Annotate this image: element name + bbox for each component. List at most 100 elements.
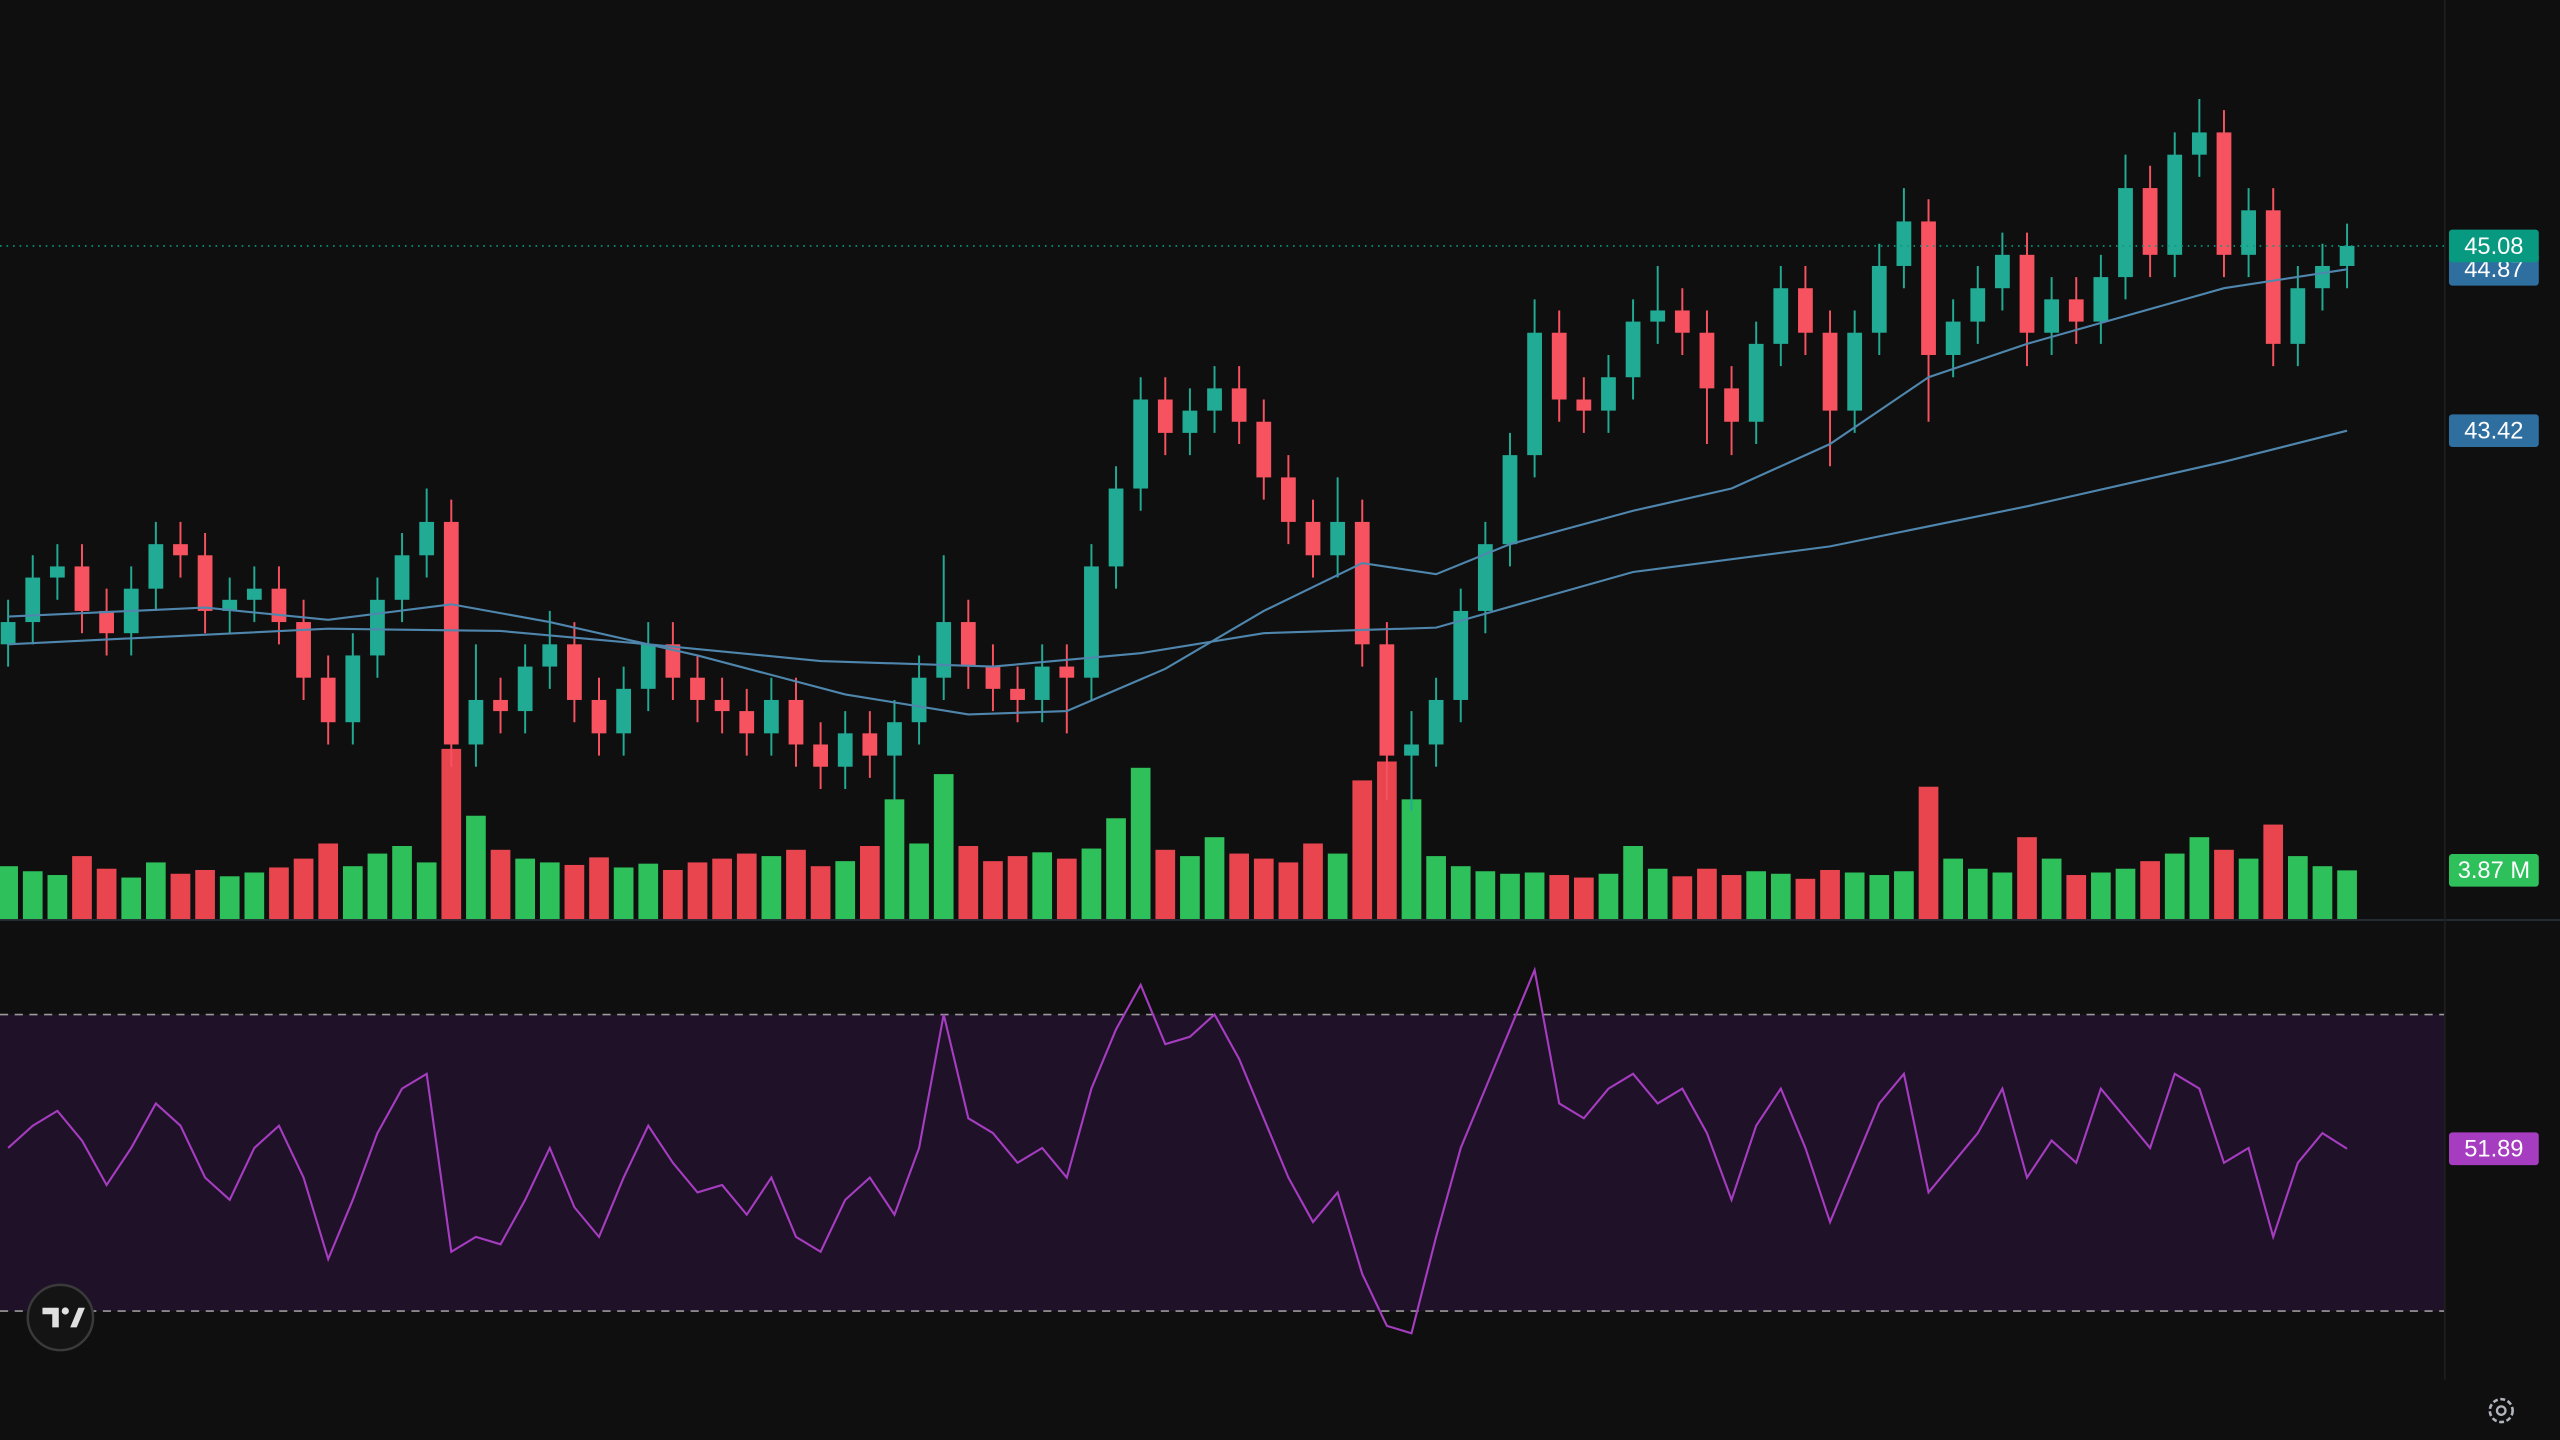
tradingview-logo[interactable] [26,1283,95,1352]
volume-bar [2115,868,2136,920]
volume-bar [933,774,954,920]
volume-bar [786,849,806,920]
candle-body [1010,688,1025,700]
volume-bar [1106,818,1126,920]
volume-bar [1992,872,2013,920]
volume-bar [1032,852,1053,920]
candle-body [2241,210,2256,255]
volume-bar [1647,868,1668,920]
volume-bar [2337,870,2357,920]
volume-badge-bg [2448,854,2539,887]
moving-average-line [8,429,2348,668]
candle-body [222,599,238,611]
candle-body [714,699,730,712]
candle-body [1822,332,1838,411]
candle-body [1674,310,1690,333]
volume-bar [1573,877,1594,920]
volume-bar [1229,853,1250,920]
volume-bar [2312,866,2333,920]
volume-badge: 3.87 M [2458,858,2530,884]
volume-bar [145,862,166,920]
volume-bar [1056,858,1077,920]
candle-body [1133,399,1149,489]
candle-body [1650,310,1666,322]
volume-bar [47,875,68,920]
candle-body [2044,299,2060,333]
candle-body [1871,265,1887,333]
candle-body [690,677,705,700]
volume-bar [810,866,831,920]
volume-bar [515,858,536,920]
volume-bar [736,853,757,920]
volume-bar [2214,849,2234,920]
candle-body [370,599,385,656]
volume-bar [1253,858,1274,920]
candle-body [1798,288,1813,333]
candle-body [2118,188,2133,278]
candle-body [419,521,435,556]
candle-body [1625,321,1641,378]
volume-bar [564,864,585,920]
candle-body [49,566,65,578]
volume-bar [1672,876,1693,920]
volume-bar [589,857,609,920]
rsi-line [7,966,2348,1335]
candle-body [1970,288,1986,322]
candle-body [74,566,90,611]
candle-body [567,644,582,700]
candle-body [2265,210,2281,344]
volume-bar [2017,837,2037,920]
candle-body [960,622,976,667]
candle-body [1945,321,1961,355]
candle-body [2191,132,2207,155]
candle-body [813,744,828,767]
volume-bar [195,869,215,920]
candle-body [1453,610,1469,700]
volume-bar [367,853,388,920]
candle-body [591,699,607,734]
volume-bar [1820,869,1840,920]
candle-body [173,544,188,556]
candle-body [394,555,410,600]
volume-bar [1180,856,1200,920]
candle-body [763,699,779,734]
candle-body [1773,288,1789,344]
candle-body [1034,666,1050,700]
volume-bar [663,869,683,920]
volume-bar [835,861,856,920]
volume-bar [1795,878,1816,920]
volume-bar [1623,846,1643,920]
candle-body [1182,410,1198,433]
volume-bar [613,867,634,920]
candle-body [936,622,952,678]
volume-bar [2091,872,2111,920]
volume-bar [1401,799,1422,920]
volume-bar [1204,837,1225,920]
candle-body [1748,343,1764,422]
volume-bar [1426,856,1446,920]
volume-bar [1894,871,1914,920]
volume-bar [761,856,782,920]
volume-bar [318,843,339,920]
moving-average-line [8,268,2348,716]
candle-body [1601,377,1616,411]
volume-bar [72,856,92,920]
volume-bar [490,849,511,920]
volume-bar [859,846,880,920]
volume-bar [1130,767,1151,920]
candle-body [1231,388,1247,422]
volume-bar [1007,856,1028,920]
candle-body [320,677,336,723]
volume-bar [539,862,560,920]
last-price-badge: 45.08 [2464,234,2523,260]
candle-body [887,722,902,756]
volume-bar [466,815,486,920]
settings-button[interactable] [2488,1397,2514,1424]
volume-bar [687,862,708,920]
volume-bar [244,872,265,920]
candle-body [2290,288,2306,344]
volume-bar [1549,875,1570,920]
data-layer [0,99,2445,1335]
volume-bar [2238,858,2259,920]
